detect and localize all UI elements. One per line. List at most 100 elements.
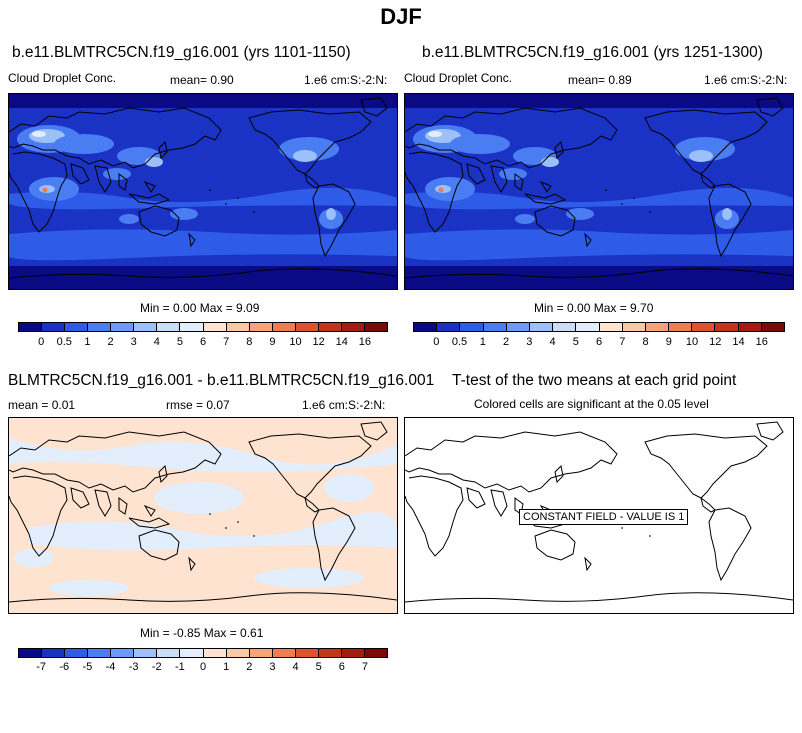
map-svg-top-left	[9, 94, 397, 289]
colorbar-tick-label: 9	[665, 336, 672, 348]
colorbar-swatch	[157, 323, 181, 331]
colorbar-swatch	[506, 323, 530, 331]
colorbar-swatch	[341, 323, 365, 331]
colorbar-swatch	[134, 649, 158, 657]
colorbar-swatch	[249, 649, 273, 657]
colorbar-tick-label: 2	[107, 336, 114, 348]
colorbar-swatch	[738, 323, 762, 331]
units-label-top-right: 1.e6 cm:S:-2:N:	[704, 73, 788, 87]
colorbar-tick-label: 4	[549, 336, 556, 348]
colorbar-tick-label: 12	[312, 336, 325, 348]
panel-title-top-left: b.e11.BLMTRC5CN.f19_g16.001 (yrs 1101-11…	[12, 44, 351, 61]
colorbar-tick-label: -4	[105, 661, 116, 673]
colorbar-tick-label: 12	[709, 336, 722, 348]
colorbar-swatch	[42, 649, 66, 657]
colorbar-tick-label: 1	[479, 336, 486, 348]
colorbar-tick-label: 5	[572, 336, 579, 348]
colorbar-tick-label: 3	[526, 336, 533, 348]
colorbar-swatch	[272, 649, 296, 657]
colorbar-tick-label: 5	[315, 661, 322, 673]
colorbar-swatch	[88, 323, 112, 331]
colorbar-swatch	[203, 323, 227, 331]
colorbar-tick-label: 2	[502, 336, 510, 348]
minmax-label-bottom-left: Min = -0.85 Max = 0.61	[140, 626, 264, 640]
colorbar-tick-label: 4	[292, 661, 299, 673]
minmax-label-top-right: Min = 0.00 Max = 9.70	[534, 301, 654, 315]
colorbar-swatch	[529, 323, 554, 331]
panel-subtitle-bottom-right: Colored cells are significant at the 0.0…	[474, 397, 709, 411]
colorbar-swatch	[249, 323, 273, 331]
colorbar-tick-label: -6	[59, 661, 70, 673]
panel-title-top-right: b.e11.BLMTRC5CN.f19_g16.001 (yrs 1251-13…	[422, 44, 763, 61]
colorbar-tick-label: 0	[38, 336, 45, 348]
colorbar-swatch	[65, 649, 89, 657]
colorbar-ticks-bottom-left: -7 -6 -5 -4 -3 -2 -1 0 1 2 3 4 5 6 7	[18, 661, 388, 675]
colorbar-tick-label: -5	[82, 661, 93, 673]
colorbar-ticks-top-right: 0 0.5 1 2 3 4 5 6 7 8 9 10 12 14 16	[413, 336, 785, 350]
colorbar-tick-label: 0.5	[451, 336, 468, 348]
colorbar-swatch	[88, 649, 112, 657]
colorbar-ticks-top-left: 0 0.5 1 2 3 4 5 6 7 8 9 10 12 14 16	[18, 336, 388, 350]
colorbar-swatch	[599, 323, 623, 331]
colorbar-swatch	[576, 323, 600, 331]
colorbar-swatch	[414, 323, 438, 331]
colorbar-tick-label: 14	[335, 336, 348, 348]
colorbar-tick-label: 8	[642, 336, 649, 348]
colorbar-tick-label: 7	[223, 336, 230, 348]
colorbar-swatch	[180, 649, 204, 657]
colorbar-tick-label: 6	[199, 336, 207, 348]
colorbar-swatch	[341, 649, 365, 657]
colorbar-tick-label: 4	[153, 336, 160, 348]
colorbar-swatch	[19, 323, 43, 331]
colorbar-swatch	[180, 323, 204, 331]
colorbar-swatch	[483, 323, 507, 331]
colorbar-tick-label: -7	[36, 661, 47, 673]
colorbar-swatch	[715, 323, 739, 331]
colorbar-tick-label: 7	[619, 336, 626, 348]
colorbar-tick-label: 6	[595, 336, 603, 348]
colorbar-swatch	[318, 323, 342, 331]
colorbar-swatch	[364, 649, 387, 657]
colorbar-bottom-left	[18, 648, 388, 658]
map-top-left	[8, 93, 398, 290]
panel-title-bottom-right: T-test of the two means at each grid poi…	[452, 372, 737, 389]
colorbar-swatch	[19, 649, 43, 657]
rmse-label-bottom-left: rmse = 0.07	[166, 398, 230, 412]
colorbar-tick-label: -1	[174, 661, 185, 673]
colorbar-swatch	[226, 323, 250, 331]
colorbar-tick-label: 10	[289, 336, 302, 348]
colorbar-tick-label: 3	[269, 661, 276, 673]
colorbar-swatch	[272, 323, 296, 331]
colorbar-top-left	[18, 322, 388, 332]
colorbar-tick-label: 1	[223, 661, 230, 673]
units-label-bottom-left: 1.e6 cm:S:-2:N:	[302, 398, 386, 412]
colorbar-swatch	[622, 323, 646, 331]
colorbar-swatch	[134, 323, 158, 331]
map-svg-bottom-left	[9, 418, 397, 613]
colorbar-swatch	[65, 323, 89, 331]
colorbar-top-right	[413, 322, 785, 332]
colorbar-tick-label: 7	[361, 661, 368, 673]
colorbar-tick-label: 2	[246, 661, 253, 673]
variable-label-top-right: Cloud Droplet Conc.	[404, 71, 513, 85]
colorbar-swatch	[318, 649, 342, 657]
map-bottom-left	[8, 417, 398, 614]
mean-label-top-left: mean= 0.90	[170, 73, 234, 87]
colorbar-swatch	[111, 649, 135, 657]
colorbar-swatch	[761, 323, 784, 331]
colorbar-tick-label: 1	[84, 336, 91, 348]
colorbar-tick-label: 16	[755, 336, 768, 348]
page-title: DJF	[380, 4, 422, 29]
colorbar-tick-label: 8	[246, 336, 253, 348]
colorbar-tick-label: 16	[358, 336, 371, 348]
units-label-top-left: 1.e6 cm:S:-2:N:	[304, 73, 388, 87]
colorbar-tick-label: 3	[130, 336, 137, 348]
colorbar-swatch	[669, 323, 693, 331]
colorbar-swatch	[157, 649, 181, 657]
colorbar-tick-label: 0.5	[56, 336, 72, 348]
panel-title-bottom-left: BLMTRC5CN.f19_g16.001 - b.e11.BLMTRC5CN.…	[8, 372, 435, 389]
minmax-label-top-left: Min = 0.00 Max = 9.09	[140, 301, 260, 315]
colorbar-tick-label: 6	[338, 661, 345, 673]
colorbar-tick-label: 14	[732, 336, 745, 348]
mean-label-top-right: mean= 0.89	[568, 73, 632, 87]
